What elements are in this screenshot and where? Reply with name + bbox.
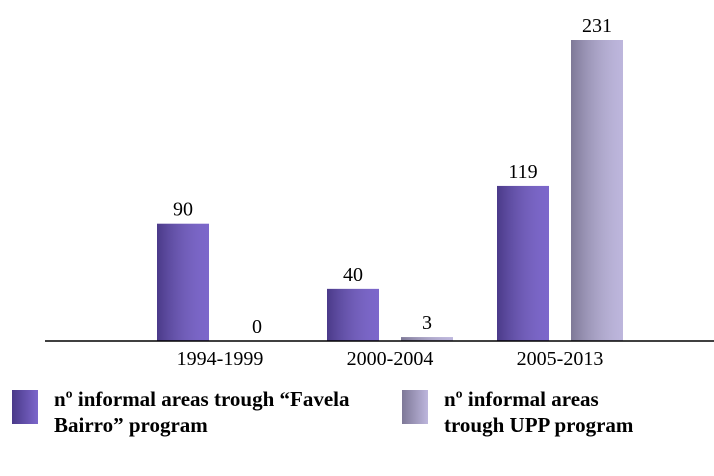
value-label: 231 [582, 15, 612, 37]
x-tick-label: 2000-2004 [347, 348, 434, 370]
legend-item: nº informal areas trough “Favela Bairro”… [12, 386, 382, 438]
legend-swatch [402, 390, 428, 424]
bars: 1994-1999 90 0 2000-2004 40 3 2005-2013 119 231 [157, 15, 623, 370]
value-label: 3 [422, 312, 432, 334]
bar-shade [571, 40, 623, 341]
value-label: 119 [508, 161, 537, 183]
value-label: 40 [343, 264, 363, 286]
x-tick-label: 1994-1999 [177, 348, 264, 370]
value-label: 0 [252, 316, 262, 338]
value-label: 90 [173, 199, 193, 221]
bar-shade [497, 185, 549, 341]
legend-label: nº informal areas trough UPP program [444, 387, 634, 437]
legend-swatch [12, 390, 38, 424]
legend-label: nº informal areas trough “Favela Bairro”… [54, 387, 350, 437]
legend-item: nº informal areas trough UPP program [402, 386, 702, 438]
chart: 1994-1999 90 0 2000-2004 40 3 2005-2013 119 231 [45, 15, 714, 370]
x-tick-label: 2005-2013 [517, 348, 604, 370]
bar-shade [157, 223, 209, 341]
bar-shade [401, 337, 453, 341]
bar-shade [327, 288, 379, 341]
